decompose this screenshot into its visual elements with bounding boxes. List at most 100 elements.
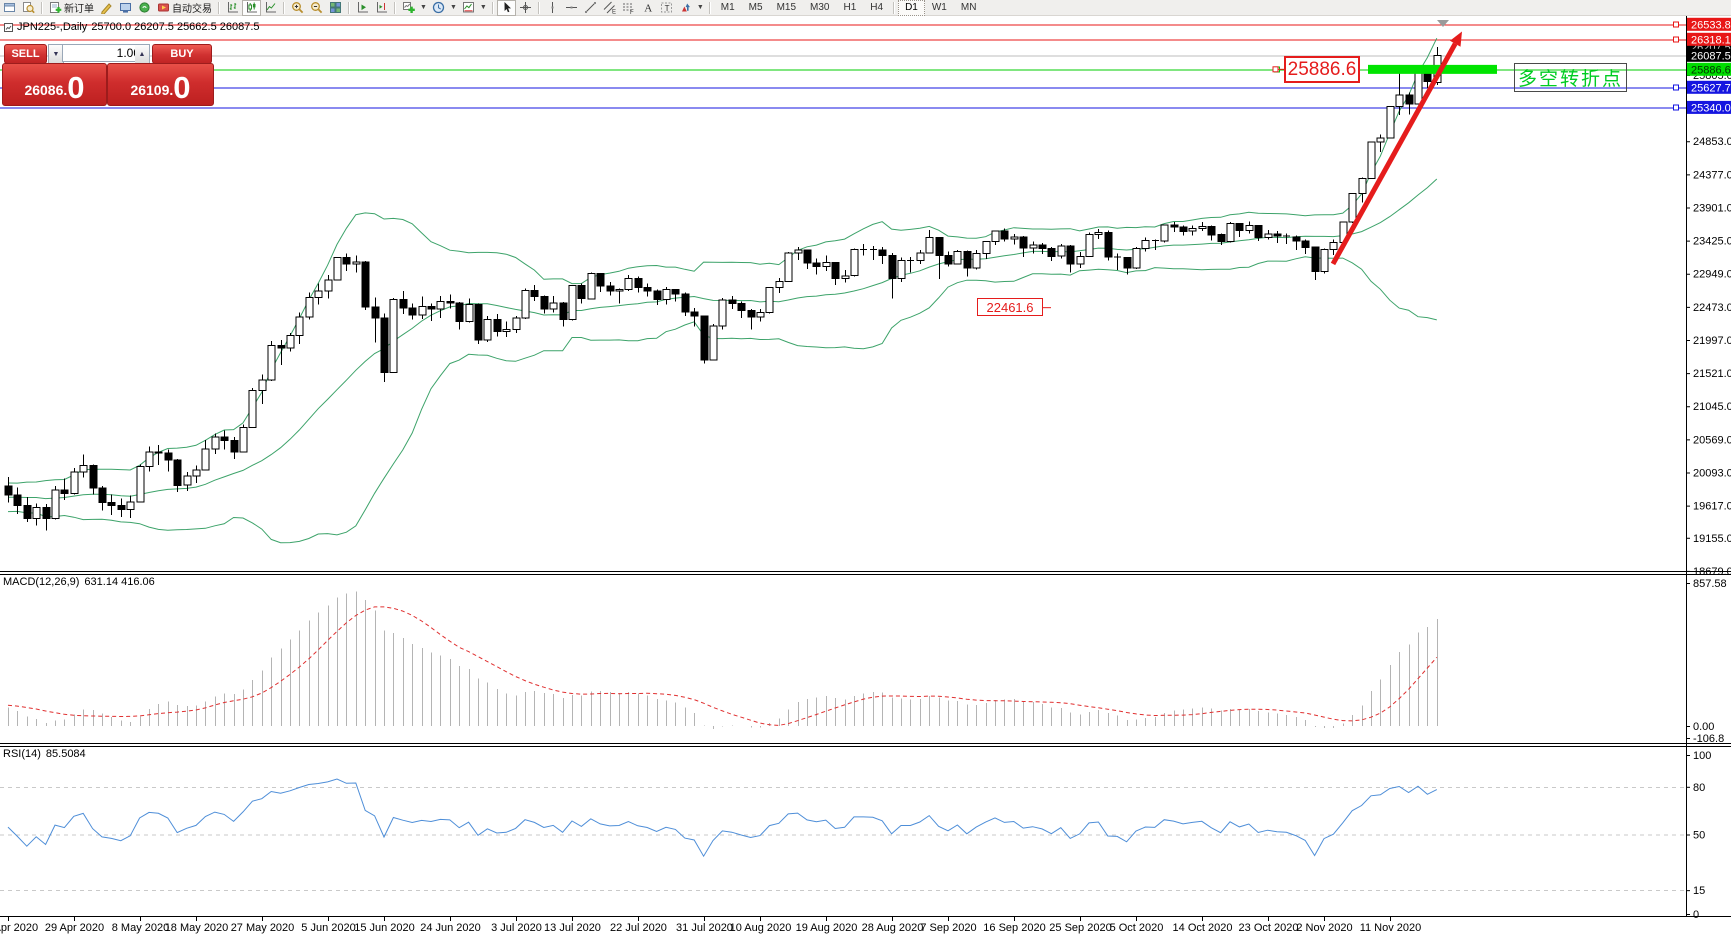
fibonacci-button[interactable]: F [619,0,638,16]
bollinger-upper-band [7,37,1438,484]
indicator-list-button[interactable] [459,0,478,16]
crosshair-button[interactable] [516,0,535,16]
bull-bear-turning-point-note[interactable]: 多空转折点 [1514,63,1627,92]
toolbar-group [288,0,345,15]
main-toolbar: 新订单 自动交易 ▼ ▼ ▼ E F A T ▼ M1 M5 M15 M30 H1 H4 D1 W1 MN [0,0,1731,16]
svg-text:20093.0: 20093.0 [1693,467,1731,479]
vertical-line-button[interactable] [543,0,562,16]
svg-text:24377.0: 24377.0 [1693,169,1731,181]
svg-text:25 Sep 2020: 25 Sep 2020 [1049,922,1111,934]
tile-windows-button[interactable] [326,0,345,16]
resistance-price-annotation[interactable]: 25886.6 [1284,56,1360,83]
searchdoc-icon [23,2,35,14]
candlestick-chart-button[interactable] [242,0,261,16]
svg-text:23 Oct 2020: 23 Oct 2020 [1239,922,1299,934]
line-chart-button[interactable] [261,0,280,16]
svg-text:23425.0: 23425.0 [1693,236,1731,248]
price-axis-labels: 25805.024853.024377.023901.023425.022949… [1686,70,1731,921]
horizontal-line-25627.7[interactable] [0,84,1686,91]
svg-text:T: T [664,4,669,13]
autotrading-button[interactable]: 自动交易 [154,0,215,16]
svg-text:18679.0: 18679.0 [1693,566,1731,578]
sell-price-display[interactable]: 26086. 0 [2,63,107,106]
timeframe-m15-button[interactable]: M15 [776,2,797,13]
horizontal-line-26533.8[interactable] [0,21,1686,28]
svg-text:A: A [644,3,652,15]
text-button[interactable]: A [638,0,657,16]
volume-input[interactable] [62,44,145,62]
buy-price-big: 0 [173,70,191,105]
trend-icon [584,2,596,13]
trendline-button[interactable] [581,0,600,16]
svg-text:20569.0: 20569.0 [1693,434,1731,446]
timeframe-m1-button[interactable]: M1 [720,2,735,13]
svg-text:21045.0: 21045.0 [1693,401,1731,413]
toolbar-group: E F A T ▼ [543,0,706,15]
svg-text:16 Sep 2020: 16 Sep 2020 [983,922,1045,934]
editor-icon [101,3,112,14]
zoom-out-button[interactable] [307,0,326,16]
window-icon [4,3,15,12]
buy-button[interactable]: BUY [152,44,212,64]
svg-text:14 Oct 2020: 14 Oct 2020 [1173,922,1233,934]
new-order-button[interactable]: 新订单 [46,0,97,16]
arrows-button[interactable] [676,0,695,16]
chart-shift-button[interactable] [372,0,391,16]
svg-text:10 Aug 2020: 10 Aug 2020 [730,922,792,934]
signals-button[interactable] [135,0,154,16]
equidistant-channel-button[interactable]: E [600,0,619,16]
svg-text:21521.0: 21521.0 [1693,368,1731,380]
auto-scroll-button[interactable] [353,0,372,16]
sell-button[interactable]: SELL [4,44,47,64]
svg-text:0: 0 [1693,909,1699,921]
zoom-in-button[interactable] [288,0,307,16]
buy-price-display[interactable]: 26109. 0 [107,63,214,106]
new-chart-button-dropdown[interactable]: ▼ [420,4,427,11]
svg-text:25340.0: 25340.0 [1691,102,1731,114]
cursor-button[interactable] [496,0,516,16]
horizontal-line-25340[interactable] [0,104,1686,111]
newchart-icon [403,2,415,13]
timeframe-d1-button[interactable]: D1 [898,0,925,16]
support-price-annotation[interactable]: 22461.6 [977,298,1043,316]
volume-increase-button[interactable]: ▲ [135,44,150,64]
down-marker-icon[interactable] [1437,20,1449,27]
data-window-button[interactable] [19,0,38,16]
timeframe-mn-button[interactable]: MN [960,2,977,13]
horizontal-line-26318.1[interactable] [0,36,1686,43]
periods-button[interactable] [429,0,448,16]
timeframe-m5-button[interactable]: M5 [748,2,763,13]
vline-icon [551,2,554,13]
timeframe-w1-button[interactable]: W1 [931,2,947,13]
text-label-button[interactable]: T [657,0,676,16]
textA-icon: A [644,3,652,15]
indicator-list-button-dropdown[interactable]: ▼ [479,4,487,11]
svg-text:7 Sep 2020: 7 Sep 2020 [920,922,976,934]
rsi-level-lines [0,786,1686,892]
svg-text:50: 50 [1693,830,1705,842]
svg-text:24853.0: 24853.0 [1693,136,1731,148]
arrows-button-dropdown[interactable]: ▼ [696,4,704,11]
chart-icon [4,22,13,32]
toolbar-separator [537,1,540,14]
periods-button-dropdown[interactable]: ▼ [449,4,457,11]
horizontal-line-button[interactable] [562,0,581,16]
svg-text:19 Aug 2020: 19 Aug 2020 [796,922,858,934]
rsi-title: RSI(14) [3,748,41,760]
svg-text:E: E [612,10,616,15]
trend-arrow[interactable] [1330,31,1462,266]
timeframe-h1-button[interactable]: H1 [843,2,857,13]
new-chart-button[interactable] [399,0,418,16]
bar-chart-button[interactable] [223,0,242,16]
svg-text:26087.5: 26087.5 [1691,50,1731,62]
timeframe-m30-button[interactable]: M30 [810,2,830,13]
resistance-anchor-handle[interactable] [1272,66,1284,73]
timeframe-h4-button[interactable]: H4 [870,2,884,13]
metaeditor-button[interactable] [97,0,116,16]
chart-window-button[interactable] [0,0,19,16]
terminal-button[interactable] [116,0,135,16]
svg-text:2 Nov 2020: 2 Nov 2020 [1296,922,1352,934]
svg-text:-106.8: -106.8 [1693,733,1724,745]
